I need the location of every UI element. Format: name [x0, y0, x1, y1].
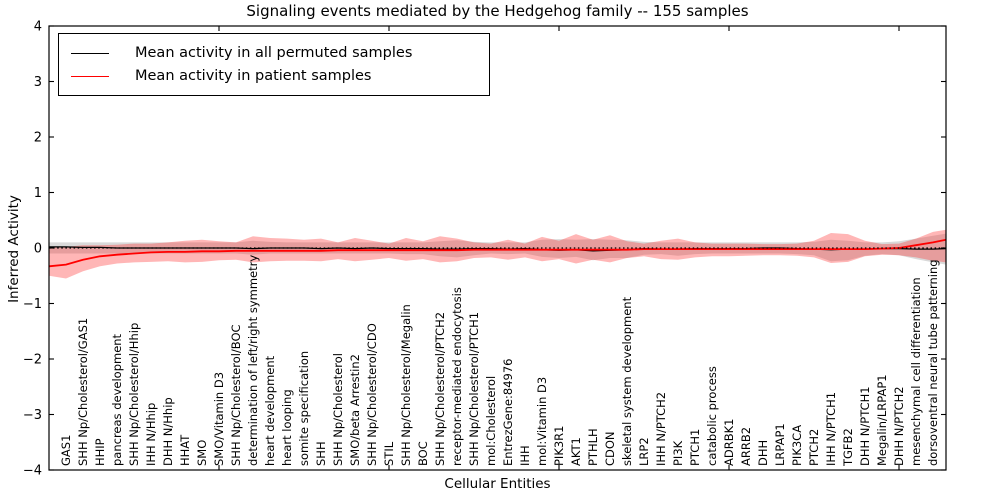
x-category-label: DHH N/Hhip: [161, 397, 175, 466]
x-category-label: ADRBK1: [722, 419, 736, 466]
y-tick-label: −1: [23, 297, 42, 312]
x-category-label: SMO: [195, 440, 209, 466]
x-category-label: dorsoventral neural tube patterning: [926, 259, 940, 466]
y-axis-label: Inferred Activity: [6, 195, 22, 303]
patient-band: [49, 229, 946, 279]
x-category-label: SHH Np/Cholesterol/GAS1: [76, 318, 90, 466]
x-category-label: ARRB2: [739, 427, 753, 466]
legend-label-permuted: Mean activity in all permuted samples: [135, 45, 413, 61]
x-category-label: DHH N/PTCH2: [892, 386, 906, 466]
x-category-label: DHH: [756, 440, 770, 466]
y-tick-label: −4: [23, 464, 42, 479]
y-tick-label: −3: [23, 408, 42, 423]
legend-label-patient: Mean activity in patient samples: [135, 68, 372, 84]
x-category-label: SHH Np/Cholesterol/CDO: [365, 323, 379, 466]
y-tick-label: 4: [34, 20, 42, 35]
y-tick-label: 2: [34, 131, 42, 146]
x-category-label: IHH N/Hhip: [144, 403, 158, 466]
x-category-label: BOC: [416, 441, 430, 466]
x-category-label: catabolic process: [705, 366, 719, 466]
x-category-label: PTCH2: [807, 429, 821, 466]
x-category-label: PIK3R1: [552, 426, 566, 467]
x-category-label: PIK3CA: [790, 425, 804, 466]
x-category-label: IHH: [518, 445, 532, 466]
patient-mean-line: [48, 238, 947, 268]
x-category-label: somite specification: [297, 351, 311, 466]
x-category-label: determination of left/right symmetry: [246, 255, 260, 466]
x-category-label: Megalin/LRPAP1: [875, 374, 889, 466]
legend-line-patient-icon: [71, 75, 109, 77]
x-category-label: mol:Cholesterol: [484, 376, 498, 466]
x-category-label: DHH N/PTCH1: [858, 386, 872, 466]
x-category-label: SMO/beta Arrestin2: [348, 354, 362, 466]
legend-item-patient: Mean activity in patient samples: [71, 68, 489, 84]
x-category-label: IHH N/PTCH1: [824, 392, 838, 466]
x-category-label: LRPAP1: [773, 423, 787, 466]
x-category-label: HHIP: [93, 438, 107, 466]
x-category-label: PTCH1: [688, 429, 702, 466]
x-category-label: IHH N/PTCH2: [654, 392, 668, 466]
x-category-label: SHH: [314, 441, 328, 466]
x-category-label: SHH Np/Cholesterol/BOC: [229, 324, 243, 466]
x-category-label: EntrezGene:84976: [501, 359, 515, 466]
x-category-label: SHH Np/Cholesterol: [331, 353, 345, 466]
x-category-label: AKT1: [569, 437, 583, 466]
x-category-label: PTHLH: [586, 428, 600, 466]
x-category-label: pancreas development: [110, 333, 124, 466]
y-tick-label: 3: [34, 75, 42, 90]
y-tick-label: −2: [23, 353, 42, 368]
x-category-label: LRP2: [637, 437, 651, 466]
y-tick-label: 0: [34, 242, 42, 257]
x-category-label: PI3K: [671, 440, 685, 466]
x-category-label: receptor-mediated endocytosis: [450, 287, 464, 466]
x-category-label: heart looping: [280, 389, 294, 466]
x-category-label: mol:Vitamin D3: [535, 377, 549, 466]
x-category-label: SHH Np/Cholesterol/PTCH2: [433, 312, 447, 466]
x-category-label: CDON: [603, 431, 617, 466]
x-category-label: heart development: [263, 355, 277, 466]
figure-title: Signaling events mediated by the Hedgeho…: [246, 2, 749, 20]
x-category-label: SHH Np/Cholesterol/PTCH1: [467, 312, 481, 466]
legend: Mean activity in all permuted samples Me…: [58, 33, 490, 96]
x-category-label: STIL: [382, 441, 396, 466]
x-category-label: SHH Np/Cholesterol/Hhip: [127, 323, 141, 466]
x-category-label: skeletal system development: [620, 296, 634, 466]
x-category-label: GAS1: [59, 435, 73, 466]
legend-line-permuted-icon: [71, 52, 109, 54]
x-axis-label: Cellular Entities: [444, 476, 551, 492]
x-category-label: mesenchymal cell differentiation: [909, 277, 923, 466]
x-category-label: SMO/Vitamin D3: [212, 372, 226, 466]
x-category-label: HHAT: [178, 434, 192, 466]
legend-item-permuted: Mean activity in all permuted samples: [71, 45, 489, 61]
y-tick-label: 1: [34, 186, 42, 201]
x-category-label: SHH Np/Cholesterol/Megalin: [399, 304, 413, 466]
x-category-label: TGFB2: [841, 428, 855, 467]
